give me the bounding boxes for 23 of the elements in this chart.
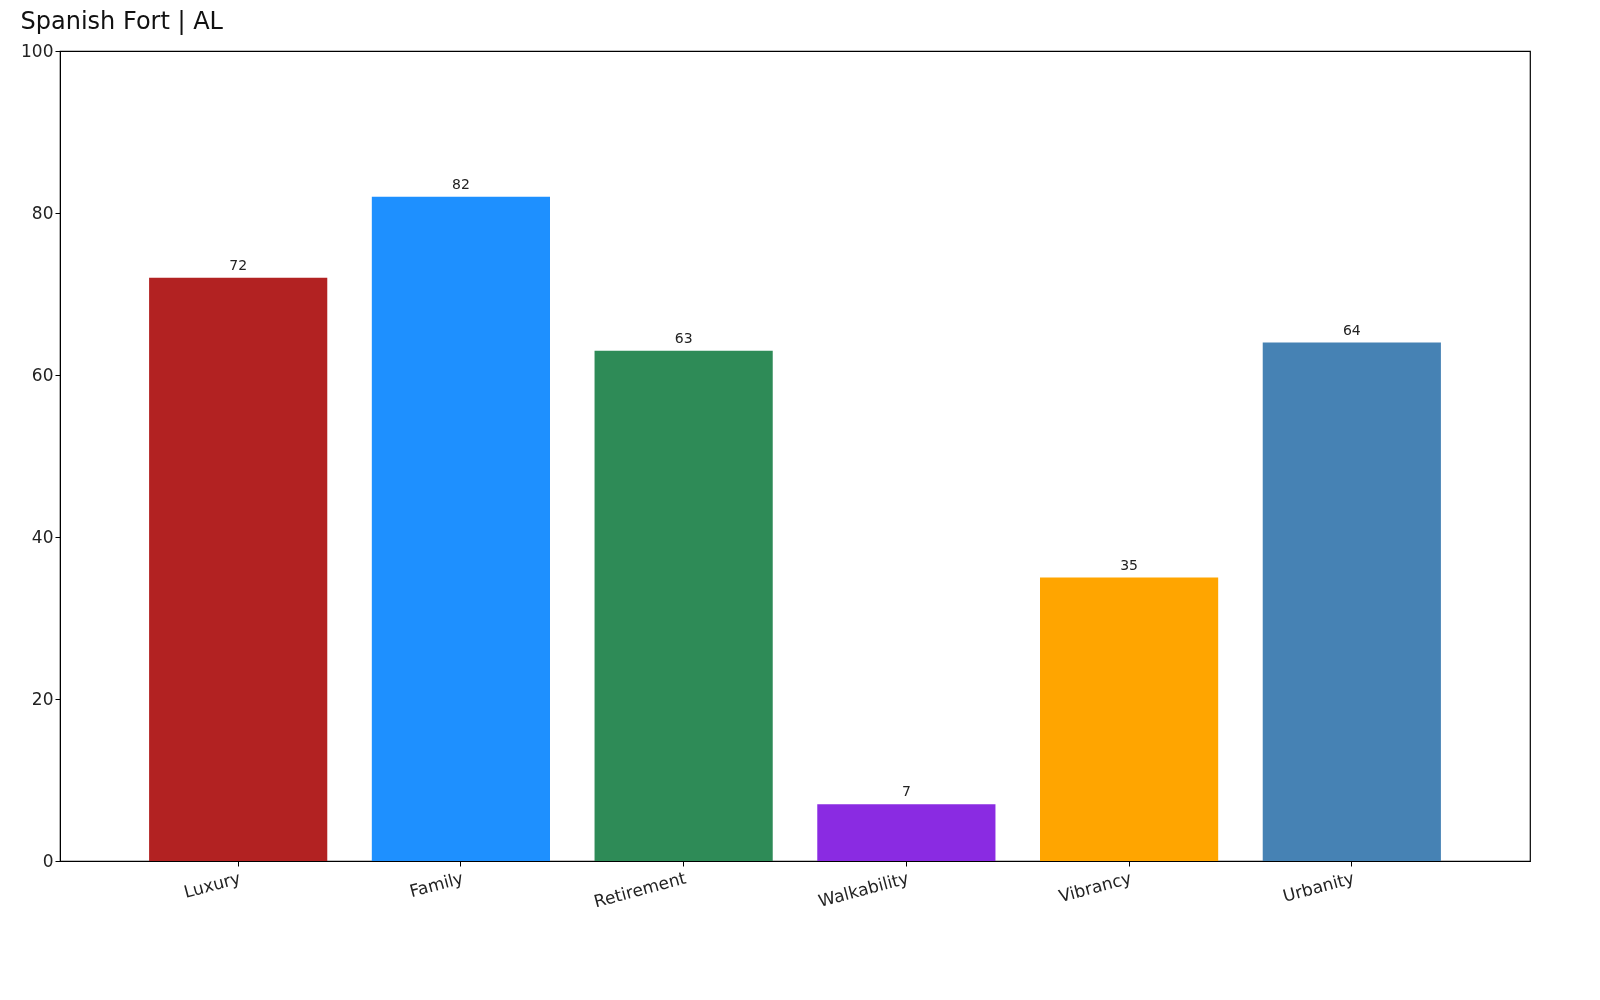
data-label: 82	[452, 175, 470, 192]
data-label: 7	[901, 783, 911, 800]
bar	[817, 804, 996, 861]
bar	[149, 277, 328, 861]
bar	[1262, 342, 1441, 861]
y-tick-label: 20	[31, 688, 54, 709]
x-tick-label: Urbanity	[1280, 867, 1357, 906]
bar	[371, 196, 550, 861]
bar	[594, 350, 773, 861]
x-tick-label: Vibrancy	[1056, 867, 1134, 907]
y-tick-label: 80	[31, 202, 54, 223]
y-tick-label: 60	[31, 364, 54, 385]
y-tick-label: 100	[21, 40, 54, 61]
data-label: 35	[1120, 556, 1139, 573]
x-tick-label: Luxury	[181, 867, 243, 902]
x-tick-label: Family	[407, 867, 466, 902]
data-label: 64	[1342, 321, 1361, 338]
bar	[1040, 577, 1219, 861]
y-tick-label: 0	[42, 850, 54, 871]
data-label: 63	[674, 329, 693, 346]
data-label: 72	[229, 256, 248, 273]
chart-title: Spanish Fort | AL	[20, 7, 224, 35]
y-tick-label: 40	[31, 526, 54, 547]
